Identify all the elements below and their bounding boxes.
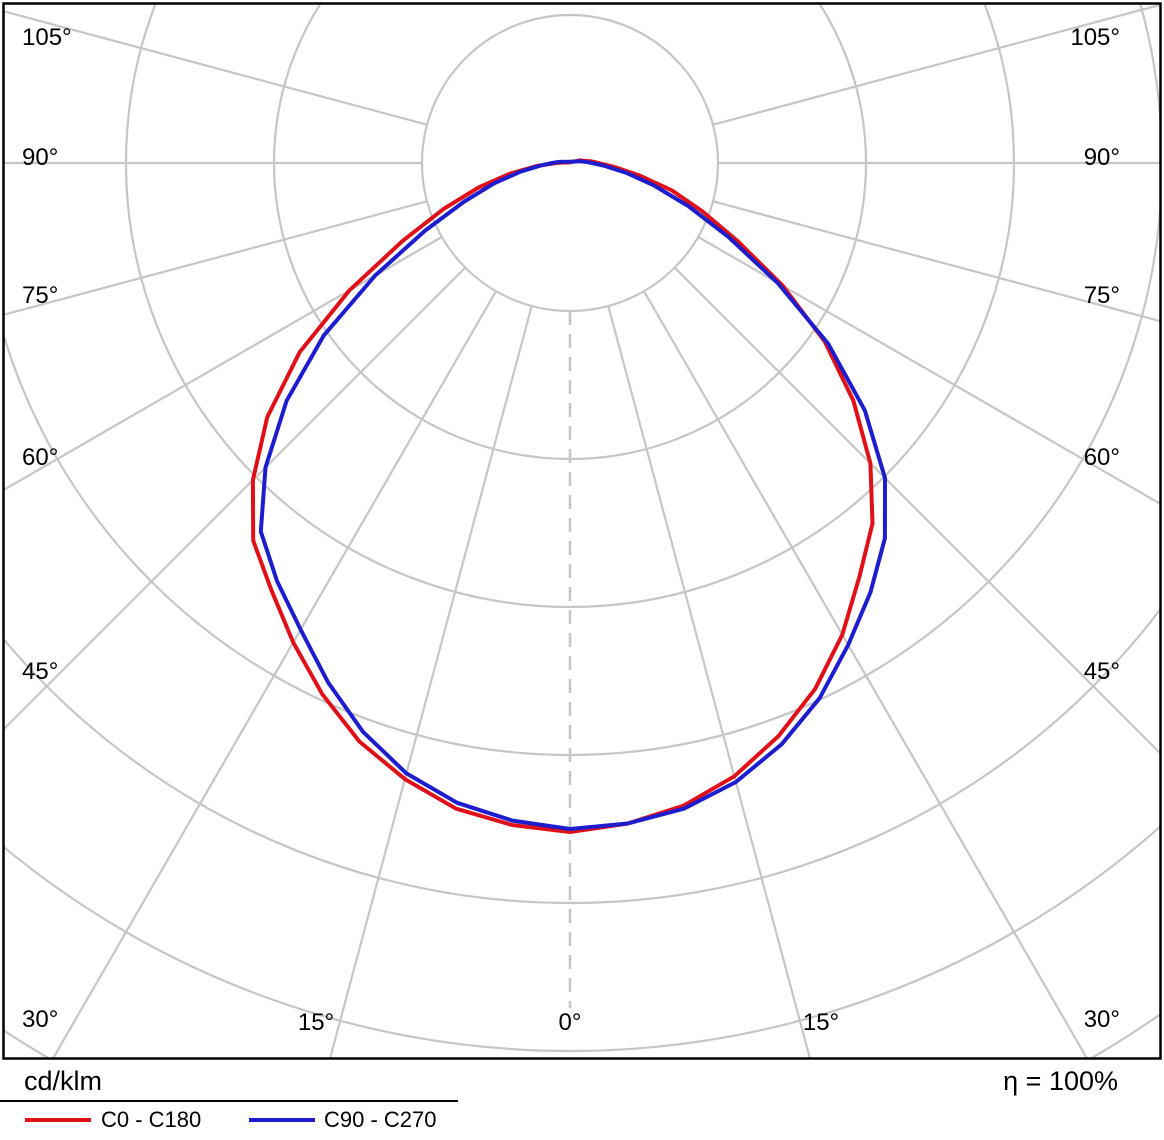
angular-grid-line	[607, 305, 811, 1058]
angle-tick-label: 75°	[1084, 282, 1120, 309]
angular-grid-line	[4, 200, 428, 316]
angle-tick-label: 45°	[1084, 658, 1120, 685]
angular-grid-line	[697, 236, 1160, 505]
angle-tick-label: 60°	[1084, 444, 1120, 471]
angular-grid-line	[4, 236, 443, 492]
angle-tick-label: 15°	[803, 1009, 839, 1036]
unit-label: cd/klm	[24, 1066, 103, 1096]
radial-grid-circle	[4, 607, 1160, 904]
efficiency-label: η = 100%	[1003, 1066, 1118, 1096]
angle-tick-label: 30°	[22, 1006, 58, 1033]
radial-grid-circle	[4, 824, 1160, 1052]
angle-tick-label: 15°	[298, 1009, 334, 1036]
radial-grid-circle	[4, 4, 1160, 756]
legend-swatch-c90-c270	[249, 1118, 315, 1122]
legend-label-c0-c180: C0 - C180	[101, 1107, 202, 1132]
angular-grid-line	[51, 290, 497, 1058]
curve-c90-c270	[258, 159, 887, 831]
angle-tick-label: 30°	[1084, 1006, 1120, 1033]
legend-divider	[0, 1100, 458, 1102]
angle-tick-label: 90°	[22, 144, 58, 171]
angular-grid-line	[712, 200, 1160, 323]
angular-grid-line	[643, 290, 1089, 1058]
legend-swatch-c0-c180	[25, 1118, 91, 1122]
angle-tick-label: 60°	[22, 444, 58, 471]
angle-tick-label: 90°	[1084, 144, 1120, 171]
plot-border	[2, 2, 1162, 1060]
angular-grid-line	[4, 10, 428, 126]
angular-grid-line	[4, 266, 467, 731]
radial-grid-circle	[125, 4, 1015, 608]
angle-tick-label: 45°	[22, 658, 58, 685]
legend-label-c90-c270: C90 - C270	[324, 1107, 437, 1132]
angle-tick-label: 0°	[559, 1009, 582, 1036]
angle-tick-label: 105°	[22, 24, 72, 51]
curve-c0-c180	[250, 158, 875, 834]
polar-chart: 105° 90° 75° 60° 45° 30° 105° 90° 75° 60° 45° 30° 15…	[2, 2, 1162, 1060]
angular-grid-line	[673, 266, 1160, 755]
angular-grid-line	[712, 4, 1160, 126]
angular-grid-line	[329, 305, 533, 1058]
angle-tick-label: 75°	[22, 282, 58, 309]
angle-tick-label: 105°	[1070, 24, 1120, 51]
